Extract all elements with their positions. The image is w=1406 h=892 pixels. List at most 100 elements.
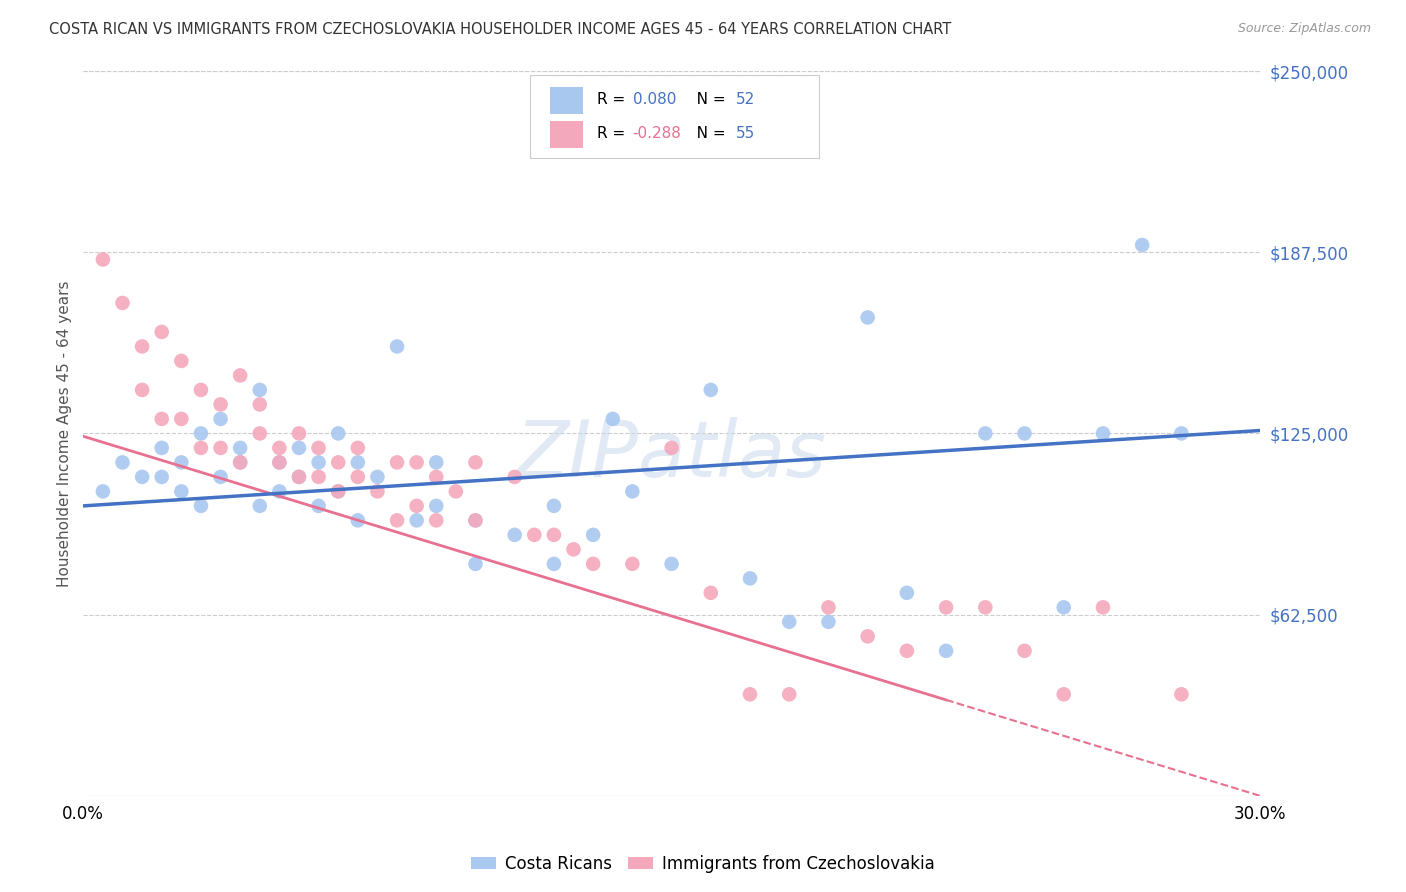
Point (738, 687, 761, 701)
Point (150, 325, 173, 339)
Point (328, 455, 350, 469)
Text: R =: R = (598, 92, 630, 107)
Point (856, 310, 879, 325)
Point (209, 412, 232, 426)
Point (366, 484, 388, 499)
Point (150, 441, 173, 455)
Point (346, 470, 368, 484)
Point (817, 600, 839, 615)
Point (269, 455, 291, 469)
Point (229, 455, 252, 469)
Point (1014, 644, 1036, 658)
Point (661, 557, 683, 571)
Point (562, 542, 585, 557)
Text: R =: R = (598, 127, 630, 141)
Point (621, 557, 644, 571)
Text: COSTA RICAN VS IMMIGRANTS FROM CZECHOSLOVAKIA HOUSEHOLDER INCOME AGES 45 - 64 YE: COSTA RICAN VS IMMIGRANTS FROM CZECHOSLO… (49, 22, 952, 37)
Point (405, 499, 427, 513)
Point (464, 513, 486, 527)
Point (249, 383, 271, 397)
Point (425, 499, 447, 513)
Point (269, 441, 291, 455)
Point (249, 426, 271, 441)
Point (190, 499, 212, 513)
Point (582, 528, 605, 542)
Point (249, 397, 271, 411)
Point (1053, 687, 1076, 701)
Point (543, 499, 565, 513)
Point (288, 470, 311, 484)
Y-axis label: Householder Income Ages 45 - 64 years: Householder Income Ages 45 - 64 years (58, 280, 72, 587)
Point (170, 484, 193, 499)
Point (974, 426, 997, 441)
Point (896, 586, 918, 600)
Point (464, 513, 486, 527)
Point (190, 383, 212, 397)
Point (1053, 600, 1076, 615)
Point (464, 455, 486, 469)
Point (229, 441, 252, 455)
Point (778, 615, 800, 629)
Legend: Costa Ricans, Immigrants from Czechoslovakia: Costa Ricans, Immigrants from Czechoslov… (465, 848, 941, 880)
Point (896, 644, 918, 658)
Point (308, 455, 330, 469)
Point (209, 397, 232, 411)
Point (817, 615, 839, 629)
Point (190, 441, 212, 455)
Point (661, 441, 683, 455)
Point (738, 571, 761, 585)
Point (209, 441, 232, 455)
Point (385, 455, 408, 469)
Point (190, 426, 212, 441)
FancyBboxPatch shape (550, 87, 583, 114)
Point (602, 412, 624, 426)
Point (582, 557, 605, 571)
Point (288, 426, 311, 441)
Point (288, 470, 311, 484)
Text: N =: N = (682, 127, 731, 141)
Text: 55: 55 (737, 127, 755, 141)
Point (444, 484, 467, 499)
Point (328, 426, 350, 441)
Point (1170, 426, 1192, 441)
Point (935, 644, 957, 658)
Point (346, 455, 368, 469)
Point (269, 484, 291, 499)
Point (91, 252, 114, 267)
Point (935, 600, 957, 615)
Point (503, 470, 526, 484)
Point (700, 586, 723, 600)
Point (131, 339, 153, 353)
Point (170, 455, 193, 469)
Text: Source: ZipAtlas.com: Source: ZipAtlas.com (1237, 22, 1371, 36)
Text: ZIPatlas: ZIPatlas (516, 417, 827, 493)
Point (974, 600, 997, 615)
Point (131, 383, 153, 397)
Point (209, 470, 232, 484)
Point (425, 455, 447, 469)
Point (523, 528, 546, 542)
Point (856, 629, 879, 643)
Point (405, 513, 427, 527)
Point (328, 484, 350, 499)
Point (308, 441, 330, 455)
FancyBboxPatch shape (530, 75, 818, 158)
Point (385, 513, 408, 527)
Point (1091, 600, 1114, 615)
Text: 0.080: 0.080 (633, 92, 676, 107)
Point (229, 368, 252, 383)
Text: -0.288: -0.288 (633, 127, 682, 141)
Point (328, 484, 350, 499)
Point (269, 455, 291, 469)
Point (288, 441, 311, 455)
Point (1130, 238, 1153, 252)
Point (621, 484, 644, 499)
Point (1091, 426, 1114, 441)
Point (131, 470, 153, 484)
Point (778, 687, 800, 701)
Point (249, 499, 271, 513)
Point (170, 412, 193, 426)
Point (150, 412, 173, 426)
Point (543, 528, 565, 542)
Point (346, 513, 368, 527)
